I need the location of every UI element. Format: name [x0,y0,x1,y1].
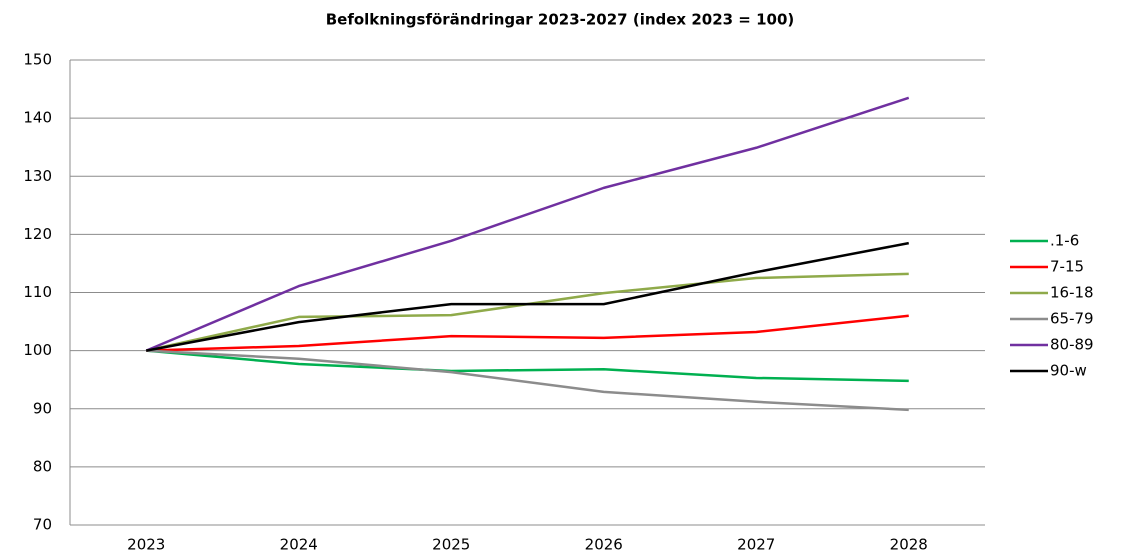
series-line [146,241,909,352]
series-line [146,349,909,412]
y-tick-label: 130 [23,167,52,185]
y-tick-label: 90 [33,399,52,417]
legend-label: 90-w [1050,362,1087,380]
y-tick-label: 80 [33,457,52,475]
series-line [145,272,909,352]
y-tick-label: 70 [33,516,52,534]
x-tick-label: 2027 [737,536,775,554]
x-tick-label: 2024 [280,536,318,554]
legend-label: 65-79 [1050,310,1094,328]
x-tick-label: 2023 [127,536,165,554]
y-tick-label: 150 [23,51,52,69]
x-tick-label: 2025 [432,536,470,554]
y-tick-label: 120 [23,225,52,243]
series-line [146,349,909,383]
legend-label: .1-6 [1050,232,1079,250]
legend-label: 16-18 [1050,284,1094,302]
legend-label: 7-15 [1050,258,1084,276]
x-tick-label: 2028 [890,536,928,554]
series-line [145,96,910,352]
chart-title: Befolkningsförändringar 2023-2027 (index… [326,11,795,29]
legend-label: 80-89 [1050,336,1094,354]
y-tick-label: 100 [23,341,52,359]
x-tick-label: 2026 [585,536,623,554]
y-tick-label: 110 [23,283,52,301]
series-line [146,314,909,352]
y-tick-label: 140 [23,109,52,127]
